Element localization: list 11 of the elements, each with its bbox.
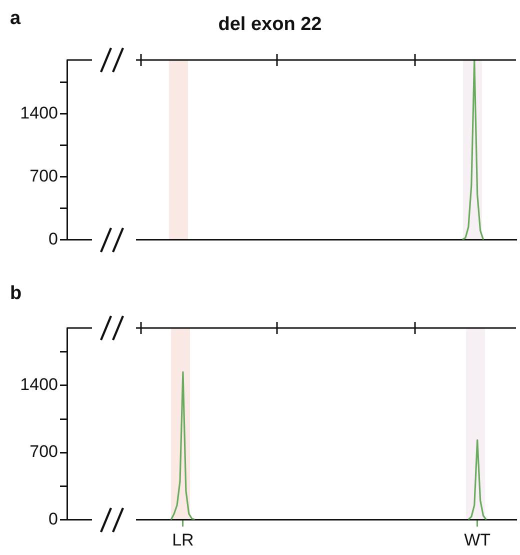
y-tick-label: 700 (30, 442, 58, 462)
x-tick-label: WT (464, 530, 491, 550)
y-tick-label: 1400 (20, 375, 58, 394)
y-tick-label: 700 (30, 166, 58, 186)
x-tick-label: LR (172, 530, 194, 550)
text: a (10, 8, 21, 29)
y-tick-label: 0 (48, 229, 58, 248)
text: b (10, 283, 22, 304)
y-tick-label: 0 (48, 509, 58, 528)
y-tick-label: 1400 (20, 104, 58, 123)
chart-title: del exon 22 (218, 14, 322, 35)
